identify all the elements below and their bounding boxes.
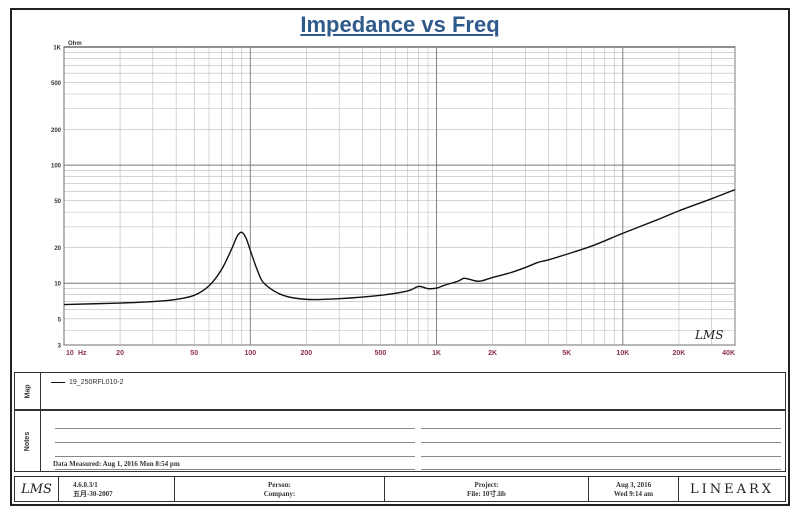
note-line — [421, 456, 781, 457]
note-line — [55, 428, 415, 429]
lms-logo: LMS — [21, 481, 52, 497]
y-tick-label: 1K — [53, 46, 61, 52]
footer-time: Wed 9:14 am — [613, 490, 654, 498]
x-unit-label: Hz — [78, 350, 87, 357]
x-tick-label: 500 — [375, 350, 387, 357]
linearx-logo: LINEARX — [689, 481, 775, 497]
note-line — [55, 469, 415, 470]
chart-title: Impedance vs Freq — [300, 12, 500, 37]
x-tick-label: 2K — [488, 350, 497, 357]
note-line — [55, 456, 415, 457]
x-tick-label: 50 — [190, 350, 198, 357]
series-group — [63, 188, 736, 306]
footer-date: Aug 3, 2016 — [615, 481, 652, 489]
legend-entry: 19_250RFL010-2 — [51, 379, 124, 386]
impedance-chart: 10 20 50 100 200 500 1K 2K 5K 10K 20K 40K Hz 1K 500 20… — [51, 41, 736, 357]
notes-tab: Notes — [15, 411, 41, 471]
y-tick-label: 20 — [54, 246, 61, 252]
footer-project-cell: Project: File: 10寸.lib — [385, 477, 589, 501]
note-line — [421, 428, 781, 429]
legend-label: 19_250RFL010-2 — [69, 379, 124, 386]
y-axis-unit: Ohm — [68, 41, 82, 47]
version-date: 五月-30-2007 — [73, 490, 113, 498]
y-tick-label: 100 — [51, 164, 62, 170]
file-label: File: 10寸.lib — [467, 490, 506, 498]
x-tick-label: 1K — [432, 350, 441, 357]
project-label: Project: — [474, 481, 499, 489]
footer: LMS 4.6.0.3/1 五月-30-2007 Person: Company… — [14, 476, 786, 502]
y-tick-label: 200 — [51, 128, 62, 134]
footer-version-cell: 4.6.0.3/1 五月-30-2007 — [59, 477, 175, 501]
legend-swatch — [51, 382, 65, 383]
x-tick-label: 20 — [116, 350, 124, 357]
date-measured: Data Measured: Aug 1, 2016 Mon 8:54 pm — [53, 460, 180, 468]
x-tick-label: 5K — [562, 350, 571, 357]
y-tick-label: 5 — [58, 317, 62, 323]
footer-date-cell: Aug 3, 2016 Wed 9:14 am — [589, 477, 679, 501]
x-tick-label: 10 — [66, 350, 74, 357]
major-grid — [63, 47, 735, 345]
x-tick-label: 200 — [301, 350, 313, 357]
series-line — [63, 188, 736, 306]
x-tick-label: 10K — [616, 350, 629, 357]
legend-panel: Map 19_250RFL010-2 — [14, 372, 786, 410]
y-tick-label: 500 — [51, 81, 62, 87]
note-line — [421, 469, 781, 470]
y-tick-label: 50 — [54, 199, 61, 205]
y-tick-labels: 1K 500 200 100 50 20 10 5 3 — [51, 46, 62, 350]
note-line — [55, 442, 415, 443]
company-label: Company: — [263, 490, 296, 498]
lms-watermark: LMS — [694, 328, 723, 342]
version: 4.6.0.3/1 — [73, 481, 98, 489]
x-tick-label: 20K — [673, 350, 686, 357]
note-line — [421, 442, 781, 443]
x-tick-label: 40K — [722, 350, 735, 357]
footer-logo-cell: LMS — [15, 477, 59, 501]
x-tick-labels: 10 20 50 100 200 500 1K 2K 5K 10K 20K 40K Hz — [66, 350, 735, 357]
footer-brand-cell: LINEARX — [679, 477, 785, 501]
x-tick-label: 100 — [244, 350, 256, 357]
person-label: Person: — [268, 481, 291, 489]
notes-panel: Notes Data Measured: Aug 1, 2016 Mon 8:5… — [14, 410, 786, 472]
y-tick-label: 3 — [58, 344, 62, 350]
y-tick-label: 10 — [54, 282, 61, 288]
footer-person-cell: Person: Company: — [175, 477, 385, 501]
legend-tab: Map — [15, 373, 41, 409]
page-frame — [10, 8, 790, 506]
